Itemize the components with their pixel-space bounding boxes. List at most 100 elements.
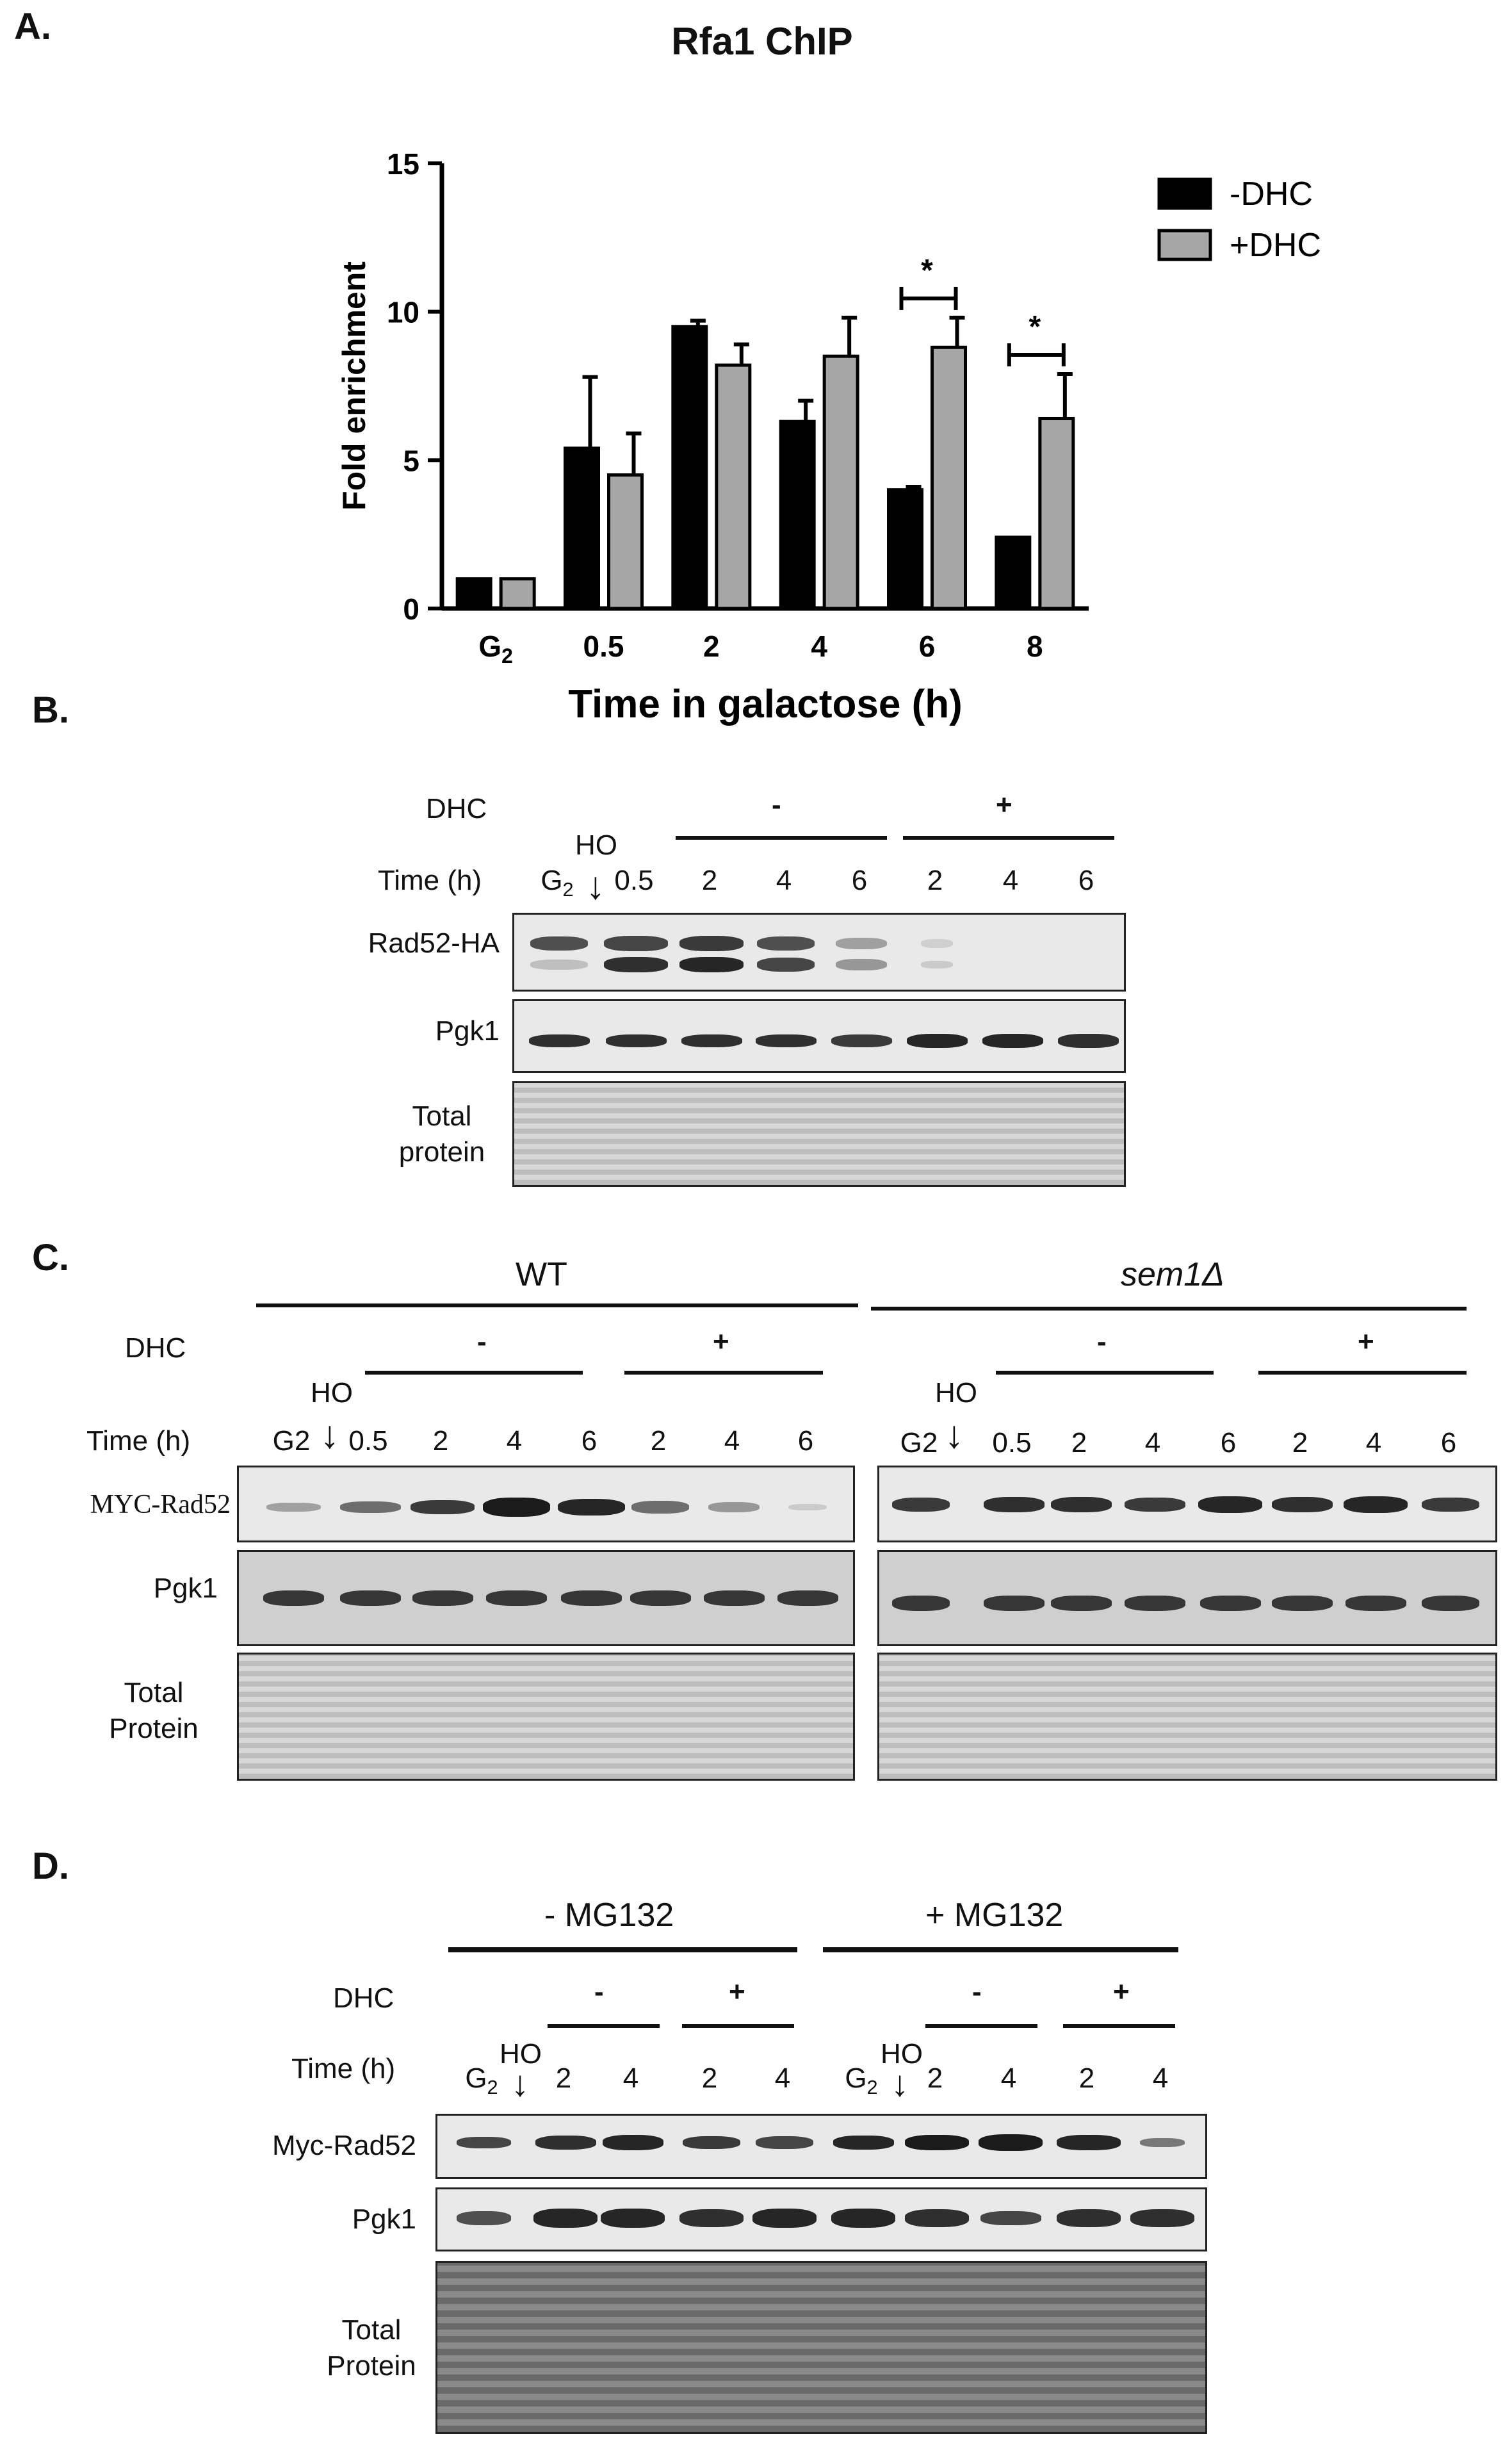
lane-label: 0.5 — [348, 1425, 388, 1457]
ho-label: HO — [575, 829, 617, 861]
dhc-plus-line — [903, 836, 1114, 840]
bar — [607, 473, 644, 610]
legend-label: -DHC — [1230, 176, 1313, 213]
band — [708, 1502, 760, 1512]
lane-label: G2 — [541, 865, 574, 901]
band — [836, 959, 887, 970]
band — [602, 2135, 663, 2150]
band — [528, 1034, 590, 1047]
band — [1124, 1498, 1185, 1512]
band — [1050, 1596, 1112, 1611]
band — [831, 2209, 895, 2228]
time-label-c: Time (h) — [86, 1425, 191, 1457]
bar — [499, 577, 536, 610]
band — [892, 1596, 950, 1611]
band — [456, 2137, 511, 2148]
lane-label: G2 — [845, 2063, 878, 2098]
band — [892, 1498, 950, 1512]
blot-pgk1-sem1 — [877, 1550, 1497, 1646]
blot-total-protein-d — [435, 2261, 1207, 2434]
band — [485, 1590, 547, 1606]
lane-label: 2 — [1292, 1427, 1308, 1458]
row-label-total-protein-d: Total Protein — [327, 2314, 416, 2382]
row-label-myc-rad52: MYC-Rad52 — [90, 1490, 231, 1519]
y-tick-label: 5 — [403, 444, 419, 477]
lane-label: 4 — [1002, 865, 1019, 896]
lane-label: 2 — [927, 865, 943, 896]
time-label: Time (h) — [378, 865, 482, 896]
bar — [455, 577, 492, 610]
legend-label: +DHC — [1230, 227, 1321, 264]
band — [921, 961, 953, 968]
d-minus-line-1 — [548, 2024, 660, 2028]
bar — [671, 325, 708, 610]
dhc-label-c: DHC — [125, 1332, 186, 1364]
bar — [564, 446, 600, 610]
band — [983, 1596, 1045, 1611]
ho-label-sem1: HO — [935, 1377, 977, 1409]
y-axis-label: Fold enrichment — [336, 261, 372, 511]
d-plus-sign-2: + — [1113, 1976, 1130, 2007]
lane-label: 4 — [506, 1425, 523, 1457]
lane-label: 4 — [1365, 1427, 1382, 1458]
lane-label: 6 — [1078, 865, 1094, 896]
blot-myc-rad52-d — [435, 2114, 1207, 2179]
bar — [995, 535, 1032, 610]
band — [683, 2136, 740, 2149]
lane-label: 4 — [622, 2063, 639, 2094]
blot-pgk1-wt — [237, 1550, 855, 1646]
lane-label: 6 — [797, 1425, 814, 1457]
plus-mg132-line — [823, 1947, 1178, 1952]
ho-arrow-icon: ↓ — [320, 1413, 339, 1456]
band — [1271, 1497, 1333, 1512]
bar — [779, 420, 816, 610]
band — [1199, 1596, 1261, 1611]
wt-plus-sign: + — [713, 1326, 729, 1357]
dhc-label-d: DHC — [333, 1982, 394, 2014]
sem1-plus-sign: + — [1358, 1326, 1374, 1357]
blot-total-protein — [512, 1081, 1126, 1187]
wt-minus-line — [365, 1371, 583, 1375]
dhc-minus-line — [676, 836, 887, 840]
band — [921, 939, 953, 948]
y-tick-label: 15 — [387, 147, 419, 181]
wt-plus-line — [624, 1371, 823, 1375]
band — [1057, 2135, 1121, 2150]
band — [266, 1503, 321, 1512]
significance-mark: * — [921, 254, 933, 288]
minus-mg132-line — [448, 1947, 797, 1952]
band — [630, 1590, 691, 1606]
x-tick-label: 0.5 — [583, 630, 624, 663]
d-minus-sign-2: - — [972, 1976, 982, 2007]
band — [1345, 1596, 1406, 1611]
panel-a-letter: A. — [14, 6, 51, 47]
time-label-d: Time (h) — [291, 2053, 396, 2084]
band — [263, 1590, 324, 1606]
band — [1057, 2209, 1121, 2227]
band — [836, 938, 887, 949]
lane-label: 2 — [927, 2063, 943, 2094]
band — [756, 2136, 813, 2149]
row-label-total-protein: Total protein — [398, 1100, 485, 1168]
band — [604, 936, 668, 951]
band — [1198, 1496, 1262, 1513]
bar-chart: 0 5 10 15 Fold enrichment Time in galactose (… — [336, 147, 1321, 726]
lane-label: 2 — [650, 1425, 667, 1457]
lane-label: G2 — [465, 2063, 498, 2098]
band — [777, 1590, 838, 1606]
bar — [887, 488, 923, 610]
band — [631, 1501, 689, 1514]
band — [905, 2135, 969, 2150]
band — [411, 1500, 475, 1514]
row-label-total-protein-c: Total Protein — [109, 1677, 199, 1744]
band — [1271, 1596, 1333, 1611]
lane-label: 6 — [1440, 1427, 1457, 1458]
band — [679, 936, 744, 951]
x-tick-label: 8 — [1027, 630, 1043, 663]
band — [905, 2209, 969, 2227]
band — [831, 1034, 892, 1047]
band — [757, 958, 815, 972]
d-plus-line-2 — [1063, 2024, 1175, 2028]
band — [755, 1034, 817, 1047]
blot-pgk1 — [512, 999, 1126, 1073]
